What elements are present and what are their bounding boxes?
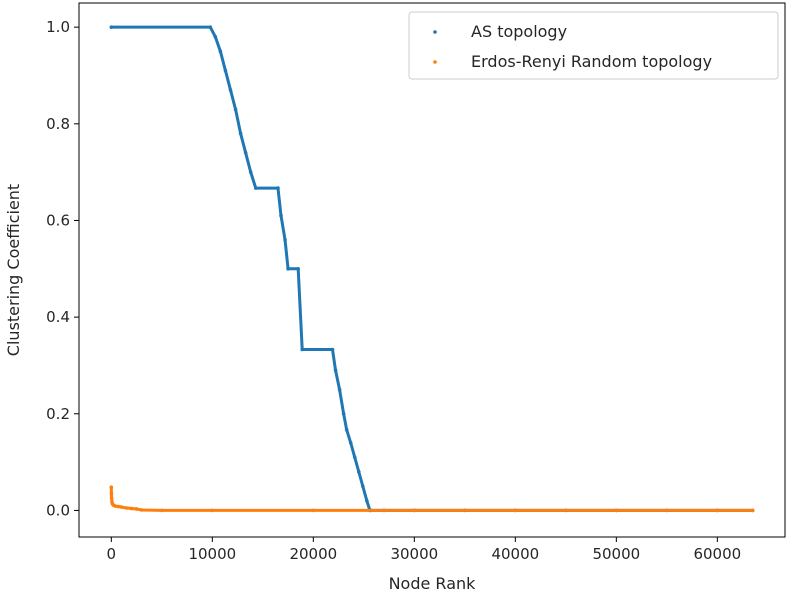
data-point-as-topology [365, 498, 369, 503]
x-tick-label: 30000 [390, 545, 438, 563]
data-point-erdos-renyi-random-topology [513, 508, 518, 513]
data-point-as-topology [218, 49, 223, 54]
data-point-erdos-renyi-random-topology [139, 508, 144, 512]
data-point-as-topology [238, 131, 243, 136]
legend-label-erdos-renyi: Erdos-Renyi Random topology [471, 52, 712, 71]
data-point-as-topology [213, 35, 218, 39]
y-axis: 0.0 0.2 0.4 0.6 0.8 1.0 [46, 18, 79, 519]
data-point-erdos-renyi-random-topology [750, 508, 755, 513]
data-point-erdos-renyi-random-topology [614, 508, 619, 513]
data-point-as-topology [276, 186, 280, 190]
data-point-as-topology [361, 484, 365, 489]
y-tick-label: 0.8 [46, 115, 70, 133]
data-point-erdos-renyi-random-topology [412, 508, 417, 513]
data-point-erdos-renyi-random-topology [311, 508, 316, 513]
legend-marker-as-topology [433, 30, 437, 34]
x-tick-label: 10000 [188, 545, 236, 563]
legend-marker-erdos-renyi [433, 60, 437, 64]
data-point-erdos-renyi-random-topology [119, 505, 124, 509]
x-tick-label: 50000 [592, 545, 640, 563]
data-point-erdos-renyi-random-topology [109, 491, 114, 496]
x-axis-label: Node Rank [389, 574, 477, 593]
y-tick-label: 0.0 [46, 501, 70, 519]
data-point-as-topology [243, 151, 248, 155]
data-point-as-topology [109, 25, 114, 29]
data-point-erdos-renyi-random-topology [129, 506, 134, 511]
plot-frame [78, 2, 786, 538]
y-tick-label: 0.4 [46, 308, 70, 326]
data-point-erdos-renyi-random-topology [124, 506, 129, 510]
data-point-erdos-renyi-random-topology [116, 504, 121, 509]
data-point-as-topology [296, 266, 300, 271]
data-point-erdos-renyi-random-topology [160, 508, 164, 513]
data-point-erdos-renyi-random-topology [113, 504, 118, 508]
data-point-as-topology [344, 427, 349, 432]
data-point-as-topology [333, 368, 338, 373]
legend: AS topology Erdos-Renyi Random topology [408, 11, 779, 80]
data-point-as-topology [248, 170, 253, 174]
data-point-as-topology [341, 411, 346, 416]
x-tick-label: 20000 [289, 545, 337, 563]
data-point-as-topology [337, 387, 342, 392]
data-point-as-topology [233, 107, 238, 112]
data-point-as-topology [300, 347, 305, 352]
y-axis-label: Clustering Coefficient [4, 184, 23, 356]
data-point-as-topology [352, 455, 357, 460]
data-point-as-topology [208, 25, 213, 29]
data-point-erdos-renyi-random-topology [715, 508, 720, 513]
data-point-as-topology [348, 440, 353, 445]
y-tick-label: 0.6 [46, 211, 70, 229]
y-tick-label: 0.2 [46, 405, 70, 423]
data-point-erdos-renyi-random-topology [109, 485, 114, 490]
y-tick-label: 1.0 [46, 18, 70, 36]
x-tick-label: 60000 [693, 545, 741, 563]
series-erdos-renyi-random-topology [109, 485, 755, 513]
legend-label-as-topology: AS topology [471, 22, 567, 41]
legend-box [408, 11, 779, 80]
data-point-as-topology [228, 88, 233, 92]
data-point-erdos-renyi-random-topology [210, 508, 215, 513]
data-point-as-topology [356, 469, 361, 474]
data-point-erdos-renyi-random-topology [134, 507, 139, 511]
x-axis: 0 10000 20000 30000 40000 50000 60000 [107, 537, 741, 563]
series-layer [109, 25, 755, 513]
data-point-as-topology [223, 68, 228, 73]
x-tick-label: 0 [107, 545, 117, 563]
data-point-as-topology [283, 238, 287, 242]
data-point-as-topology [286, 266, 290, 271]
data-point-as-topology [279, 213, 283, 218]
data-point-as-topology [253, 186, 258, 190]
data-point-erdos-renyi-random-topology [109, 496, 114, 501]
data-point-as-topology [330, 347, 335, 352]
x-tick-label: 40000 [491, 545, 539, 563]
